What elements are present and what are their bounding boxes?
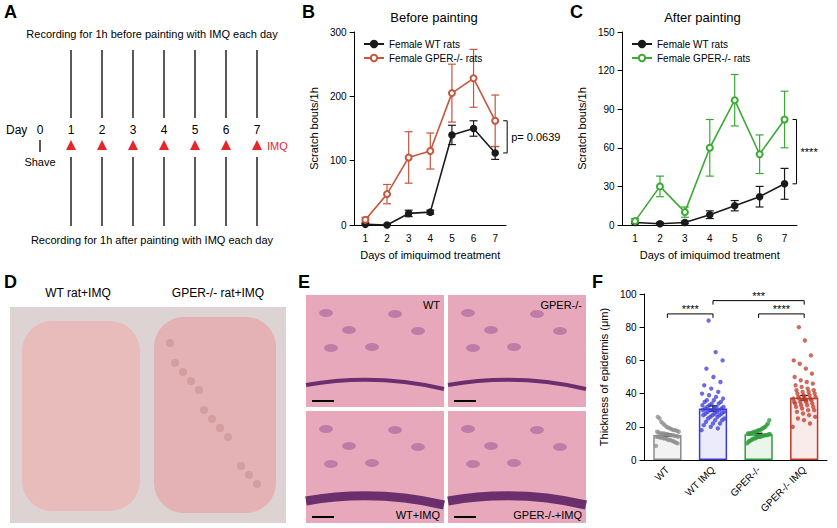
svg-text:IMQ: IMQ (267, 140, 288, 152)
svg-text:6: 6 (223, 123, 230, 137)
svg-text:5: 5 (449, 233, 455, 244)
svg-text:****: **** (801, 146, 819, 158)
svg-text:4: 4 (428, 233, 434, 244)
svg-text:80: 80 (625, 322, 637, 333)
svg-text:0: 0 (631, 455, 637, 466)
svg-text:0: 0 (341, 220, 347, 231)
svg-text:Scratch bouts/1h: Scratch bouts/1h (576, 87, 588, 170)
svg-text:Female WT rats: Female WT rats (389, 39, 460, 50)
svg-text:WT rat+IMQ: WT rat+IMQ (45, 286, 110, 300)
svg-text:3: 3 (682, 233, 688, 244)
svg-text:Scratch bouts/1h: Scratch bouts/1h (308, 87, 320, 170)
svg-text:Shave: Shave (24, 156, 55, 168)
svg-text:1: 1 (68, 123, 75, 137)
svg-text:WT+IMQ: WT+IMQ (396, 509, 441, 521)
svg-text:7: 7 (254, 123, 261, 137)
svg-text:WT IMQ: WT IMQ (683, 464, 717, 498)
svg-text:4: 4 (161, 123, 168, 137)
svg-text:Female WT rats: Female WT rats (657, 39, 728, 50)
svg-text:2: 2 (99, 123, 106, 137)
svg-text:****: **** (682, 303, 700, 315)
svg-text:GPER-/-+IMQ: GPER-/-+IMQ (513, 509, 582, 521)
svg-text:Female GPER-/- rats: Female GPER-/- rats (657, 53, 750, 64)
html-text:D: D (4, 272, 17, 292)
svg-text:6: 6 (471, 233, 477, 244)
svg-text:0: 0 (37, 123, 44, 137)
html-text:E: E (298, 272, 310, 292)
html-text:F: F (592, 272, 603, 292)
svg-text:100: 100 (330, 155, 347, 166)
svg-text:GPER-/- rat+IMQ: GPER-/- rat+IMQ (172, 286, 264, 300)
svg-text:After painting: After painting (664, 10, 741, 25)
svg-text:200: 200 (330, 91, 347, 102)
svg-text:40: 40 (625, 388, 637, 399)
svg-text:90: 90 (603, 104, 615, 115)
svg-text:Days of imiquimod treatment: Days of imiquimod treatment (360, 249, 500, 261)
svg-text:5: 5 (732, 233, 738, 244)
svg-text:Day: Day (6, 123, 27, 137)
svg-text:***: *** (752, 290, 766, 302)
svg-text:7: 7 (782, 233, 788, 244)
svg-text:100: 100 (620, 289, 637, 300)
html-text:B: B (302, 2, 315, 22)
svg-text:120: 120 (598, 65, 615, 76)
svg-text:3: 3 (406, 233, 412, 244)
svg-text:60: 60 (625, 355, 637, 366)
html-text:C: C (570, 2, 583, 22)
svg-text:3: 3 (130, 123, 137, 137)
svg-text:0: 0 (609, 220, 615, 231)
svg-text:WT: WT (653, 464, 672, 483)
svg-text:300: 300 (330, 27, 347, 38)
svg-text:150: 150 (598, 27, 615, 38)
svg-text:6: 6 (757, 233, 763, 244)
svg-text:1: 1 (632, 233, 638, 244)
svg-text:2: 2 (657, 233, 663, 244)
svg-text:30: 30 (603, 181, 615, 192)
svg-text:p= 0.0639: p= 0.0639 (511, 131, 560, 143)
svg-text:20: 20 (625, 421, 637, 432)
svg-text:GPER-/-: GPER-/- (728, 464, 762, 498)
svg-text:5: 5 (192, 123, 199, 137)
svg-text:Recording for 1h before painti: Recording for 1h before painting with IM… (26, 28, 278, 40)
svg-text:Female GPER-/- rats: Female GPER-/- rats (389, 53, 482, 64)
svg-text:7: 7 (492, 233, 498, 244)
svg-text:60: 60 (603, 142, 615, 153)
svg-text:Thickness of epidermis (μm): Thickness of epidermis (μm) (598, 308, 610, 446)
svg-text:Days of imiquimod treatment: Days of imiquimod treatment (640, 249, 780, 261)
html-text:A: A (4, 2, 17, 22)
svg-text:GPER-/- IMQ: GPER-/- IMQ (758, 464, 808, 514)
svg-text:****: **** (773, 303, 791, 315)
svg-text:Before painting: Before painting (390, 10, 477, 25)
svg-text:WT: WT (423, 299, 440, 311)
svg-text:GPER-/-: GPER-/- (540, 299, 582, 311)
svg-text:Recording for 1h after paintin: Recording for 1h after painting with IMQ… (31, 234, 274, 246)
svg-text:2: 2 (384, 233, 390, 244)
svg-text:4: 4 (707, 233, 713, 244)
svg-text:1: 1 (363, 233, 369, 244)
